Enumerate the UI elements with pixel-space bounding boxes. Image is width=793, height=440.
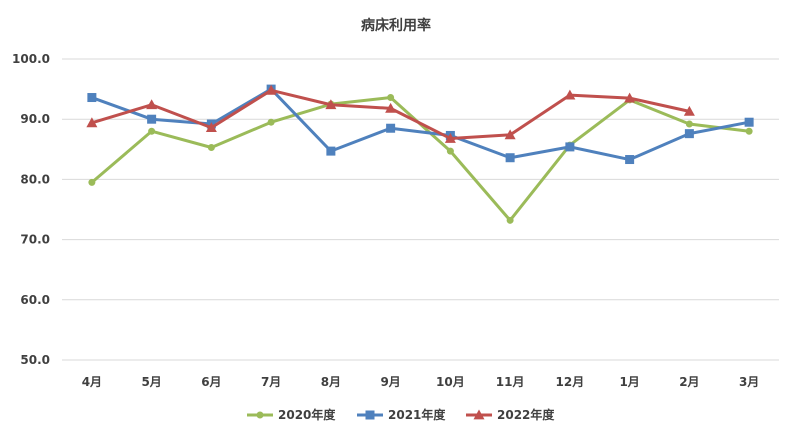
data-point (387, 94, 395, 102)
data-point (86, 117, 98, 128)
data-point (624, 92, 636, 103)
data-point (685, 120, 693, 128)
data-point (386, 123, 396, 133)
x-tick-label: 12月 (556, 375, 585, 389)
data-point (326, 146, 336, 156)
data-point (683, 105, 695, 116)
data-point (385, 102, 397, 113)
x-tick-label: 10月 (436, 375, 465, 389)
data-point (505, 153, 515, 163)
data-point (565, 142, 575, 152)
data-point (325, 99, 337, 110)
data-point (444, 132, 456, 143)
data-point (744, 117, 754, 127)
y-tick-label: 60.0 (20, 293, 50, 307)
legend-label: 2021年度 (388, 407, 446, 422)
legend: 2020年度 2021年度 2022年度 (247, 407, 555, 422)
legend-label: 2022年度 (497, 407, 555, 422)
data-point (504, 129, 516, 140)
series-layer (86, 84, 754, 224)
legend-label: 2020年度 (278, 407, 336, 422)
y-tick-label: 70.0 (20, 233, 50, 247)
x-tick-label: 6月 (201, 375, 221, 389)
x-tick-label: 8月 (321, 375, 341, 389)
series-line (90, 96, 750, 222)
y-tick-label: 50.0 (20, 353, 50, 367)
x-tick-label: 1月 (619, 375, 639, 389)
x-tick-label: 2月 (679, 375, 699, 389)
data-point (148, 127, 156, 135)
y-tick-label: 80.0 (20, 172, 50, 186)
y-tick-label: 90.0 (20, 112, 50, 126)
series-2 (86, 84, 695, 143)
data-point (88, 178, 96, 186)
x-tick-label: 5月 (141, 375, 161, 389)
gridlines (62, 58, 779, 361)
data-point (147, 114, 157, 124)
data-point (207, 143, 215, 151)
legend-marker (256, 411, 264, 419)
data-point (265, 84, 277, 95)
legend-item: 2021年度 (357, 407, 446, 422)
x-tick-label: 3月 (739, 375, 759, 389)
chart-title: 病床利用率 (361, 17, 431, 34)
data-point (684, 129, 694, 139)
data-point (205, 122, 217, 133)
y-tick-label: 100.0 (12, 52, 50, 66)
legend-marker (365, 410, 375, 420)
data-point (267, 118, 275, 126)
legend-item: 2022年度 (466, 407, 555, 422)
x-axis-ticks: 4月 5月 6月 7月 8月 9月 10月 11月 12月 1月 2月 3月 (82, 375, 760, 389)
data-point (87, 93, 97, 103)
data-point (625, 155, 635, 165)
data-point (564, 89, 576, 100)
data-point (506, 216, 514, 224)
data-point (446, 147, 454, 155)
y-axis-ticks: 50.0 60.0 70.0 80.0 90.0 100.0 (12, 52, 50, 367)
legend-item: 2020年度 (247, 407, 336, 422)
data-point (745, 127, 753, 135)
x-tick-label: 7月 (261, 375, 281, 389)
x-tick-label: 4月 (82, 375, 102, 389)
x-tick-label: 9月 (380, 375, 400, 389)
x-tick-label: 11月 (496, 375, 525, 389)
legend-marker (473, 409, 485, 420)
series-0 (88, 94, 753, 224)
data-point (146, 99, 158, 110)
